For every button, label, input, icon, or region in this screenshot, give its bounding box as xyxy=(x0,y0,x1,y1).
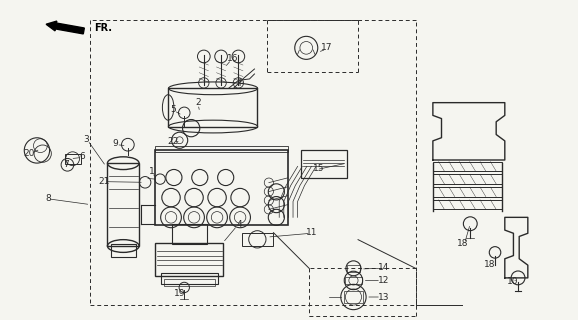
Text: 20: 20 xyxy=(23,149,35,158)
Bar xyxy=(344,291,362,303)
Text: 14: 14 xyxy=(378,263,390,272)
Text: 15: 15 xyxy=(313,164,325,173)
Text: 6: 6 xyxy=(79,152,85,161)
Text: 13: 13 xyxy=(378,292,390,301)
Bar xyxy=(108,163,139,246)
Text: 18: 18 xyxy=(484,260,495,269)
Bar xyxy=(168,88,257,126)
Text: 18: 18 xyxy=(457,239,469,248)
Text: 16: 16 xyxy=(227,53,238,62)
Text: 9: 9 xyxy=(112,139,118,148)
Bar xyxy=(172,224,208,244)
Text: 12: 12 xyxy=(378,276,390,285)
Bar xyxy=(347,265,360,271)
Text: FR.: FR. xyxy=(94,23,112,33)
Bar xyxy=(346,276,361,284)
Text: 4: 4 xyxy=(237,220,242,229)
Text: 11: 11 xyxy=(306,228,318,237)
Text: 7: 7 xyxy=(63,160,69,169)
Bar xyxy=(161,273,218,284)
Text: 1: 1 xyxy=(149,167,155,176)
Bar xyxy=(155,146,288,152)
Text: 8: 8 xyxy=(46,194,51,204)
FancyArrow shape xyxy=(46,21,84,34)
Bar xyxy=(164,279,216,286)
Bar xyxy=(433,174,502,184)
Bar xyxy=(242,233,273,246)
Text: 17: 17 xyxy=(321,43,332,52)
Text: 5: 5 xyxy=(170,105,176,114)
Text: 21: 21 xyxy=(98,177,109,186)
Bar xyxy=(65,154,81,164)
Bar xyxy=(433,200,502,209)
Bar xyxy=(155,150,288,225)
Text: 19: 19 xyxy=(174,289,186,298)
Text: 10: 10 xyxy=(506,276,518,285)
Bar xyxy=(155,243,223,276)
Text: 3: 3 xyxy=(84,135,90,144)
Bar xyxy=(111,244,136,257)
Bar xyxy=(433,162,502,171)
Bar xyxy=(301,150,347,178)
Bar xyxy=(433,187,502,197)
Text: 22: 22 xyxy=(167,137,179,146)
Text: 2: 2 xyxy=(195,98,201,107)
